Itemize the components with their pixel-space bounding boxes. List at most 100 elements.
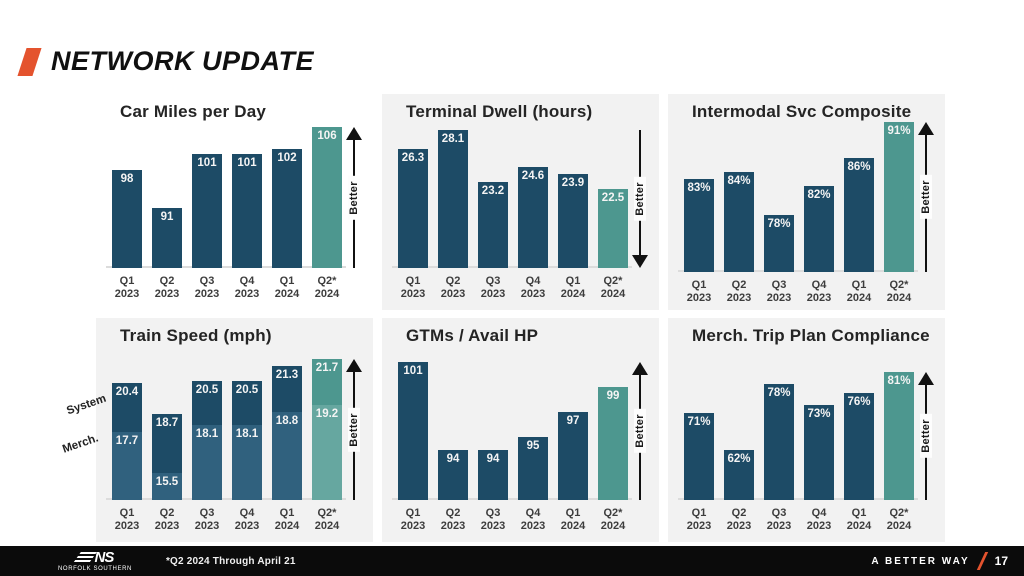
bar-value-label: 24.6	[521, 170, 545, 182]
bar-area: 91%	[884, 122, 914, 272]
bar-column: 20.5 18.1 Q4 2023	[232, 359, 262, 532]
series-label-system: System	[65, 392, 108, 417]
bar-segment-merch: 18.8	[272, 412, 302, 500]
bar-segment-system: 21.7	[312, 359, 342, 405]
chart-title-merch-tpc: Merch. Trip Plan Compliance	[692, 326, 930, 345]
stacked-bar: 21.3 18.8	[272, 366, 302, 500]
bar-value-label: 19.2	[315, 408, 339, 420]
bar-area: 84%	[724, 122, 754, 272]
bar-column: 97 Q1 2024	[558, 362, 588, 532]
bar-area: 76%	[844, 372, 874, 500]
bar-value-label: 76%	[847, 396, 871, 408]
bar-area: 106	[312, 127, 342, 268]
footer-slash-icon	[976, 552, 988, 570]
bars-group: 71% Q1 2023 62% Q2 2023 78% Q3 2023 73% Q4 2023 76% Q…	[684, 372, 914, 532]
stacked-bar: 20.5 18.1	[192, 381, 222, 500]
chart-panel-car-miles: Car Miles per Day 98 Q1 2023 91 Q2 2023 101 Q3 20…	[96, 94, 373, 310]
chart-panel-gtms-hp: GTMs / Avail HP 101 Q1 2023 94 Q2 2023 94 Q3 2023…	[382, 318, 659, 542]
bar: 23.2	[478, 182, 508, 268]
bar-segment-system: 20.5	[192, 381, 222, 425]
arrowhead-icon	[346, 359, 362, 372]
x-axis-label: Q3 2023	[480, 507, 506, 532]
better-label: Better	[634, 177, 646, 221]
x-axis-label: Q2 2023	[154, 275, 180, 300]
chart-panel-train-speed: Train Speed (mph) 20.4 17.7 Q1 2023 18.7 15.5 Q…	[61, 318, 373, 542]
bar-value-label: 82%	[807, 189, 831, 201]
bar: 101	[192, 154, 222, 268]
x-axis-label: Q2 2023	[154, 507, 180, 532]
better-label: Better	[920, 175, 932, 219]
x-axis-label: Q1 2024	[274, 275, 300, 300]
bar-value-label: 84%	[727, 175, 751, 187]
axis-baseline	[392, 266, 632, 268]
bar-segment-merch: 19.2	[312, 405, 342, 500]
better-label: Better	[634, 409, 646, 453]
x-axis-label: Q3 2023	[480, 275, 506, 300]
bar-value-label: 20.5	[195, 384, 219, 396]
bar: 101	[232, 154, 262, 268]
bar-column: 23.9 Q1 2024	[558, 130, 588, 300]
bar-segment-system: 20.4	[112, 383, 142, 432]
x-axis-label: Q3 2023	[766, 507, 792, 532]
bar-column: 21.3 18.8 Q1 2024	[272, 359, 302, 532]
ns-logo-mark: NS	[72, 549, 115, 566]
better-arrow-up-icon: Better	[344, 127, 364, 268]
x-axis-label: Q2* 2024	[886, 279, 912, 304]
tagline: A BETTER WAY	[871, 555, 970, 567]
x-axis-label: Q4 2023	[520, 275, 546, 300]
bar-area: 78%	[764, 372, 794, 500]
bar-value-label: 97	[566, 415, 580, 427]
bar-value-label: 23.9	[561, 177, 585, 189]
x-axis-label: Q4 2023	[234, 507, 260, 532]
bar-value-label: 18.1	[195, 428, 219, 440]
x-axis-label: Q1 2023	[686, 279, 712, 304]
bar-value-label: 78%	[767, 218, 791, 230]
bar-area: 26.3	[398, 130, 428, 268]
chart-body: 101 Q1 2023 94 Q2 2023 94 Q3 2023 95 Q4 2023 97 Q1 202…	[392, 362, 655, 532]
axis-baseline	[678, 498, 918, 500]
chart-body: 20.4 17.7 Q1 2023 18.7 15.5 Q2 2023 20.5 18.1 Q3 20…	[61, 359, 369, 532]
x-axis-label: Q4 2023	[234, 275, 260, 300]
bar-area: 99	[598, 362, 628, 500]
bar-value-label: 62%	[727, 453, 751, 465]
better-label: Better	[348, 175, 360, 220]
bar-value-label: 18.1	[235, 428, 259, 440]
bar-value-label: 101	[197, 157, 217, 169]
bar-column: 81% Q2* 2024	[884, 372, 914, 532]
bar-value-label: 15.5	[155, 476, 179, 488]
norfolk-southern-logo: NS NORFOLK SOUTHERN	[58, 550, 132, 572]
bar-segment-system: 20.5	[232, 381, 262, 425]
bar: 71%	[684, 413, 714, 500]
bar-column: 91% Q2* 2024	[884, 122, 914, 304]
bar: 62%	[724, 450, 754, 500]
bar-value-label: 28.1	[441, 133, 465, 145]
bar: 98	[112, 170, 142, 268]
bar-area: 82%	[804, 122, 834, 272]
bar-area: 20.4 17.7	[112, 359, 142, 500]
bar-column: 94 Q2 2023	[438, 362, 468, 532]
bar-area: 81%	[884, 372, 914, 500]
bar: 86%	[844, 158, 874, 272]
bar-value-label: 94	[446, 453, 460, 465]
bar-value-label: 21.7	[315, 362, 339, 374]
bar-column: 76% Q1 2024	[844, 372, 874, 532]
charts-grid: Car Miles per Day 98 Q1 2023 91 Q2 2023 101 Q3 20…	[61, 94, 945, 542]
bar-value-label: 99	[606, 390, 620, 402]
bar-column: 26.3 Q1 2023	[398, 130, 428, 300]
bar-value-label: 17.7	[115, 435, 139, 447]
bar-value-label: 20.5	[235, 384, 259, 396]
bar-area: 83%	[684, 122, 714, 272]
ns-logo-text: NS	[94, 549, 115, 566]
bar: 106	[312, 127, 342, 268]
bar-value-label: 20.4	[115, 386, 139, 398]
bar-value-label: 106	[317, 130, 337, 142]
bar-area: 101	[398, 362, 428, 500]
better-arrow-up-icon: Better	[916, 372, 936, 500]
bar: 81%	[884, 372, 914, 500]
x-axis-label: Q2* 2024	[600, 275, 626, 300]
bar-area: 101	[232, 127, 262, 268]
x-axis-label: Q4 2023	[520, 507, 546, 532]
bar: 99	[598, 387, 628, 500]
x-axis-label: Q4 2023	[806, 279, 832, 304]
bar-segment-merch: 18.1	[192, 425, 222, 500]
